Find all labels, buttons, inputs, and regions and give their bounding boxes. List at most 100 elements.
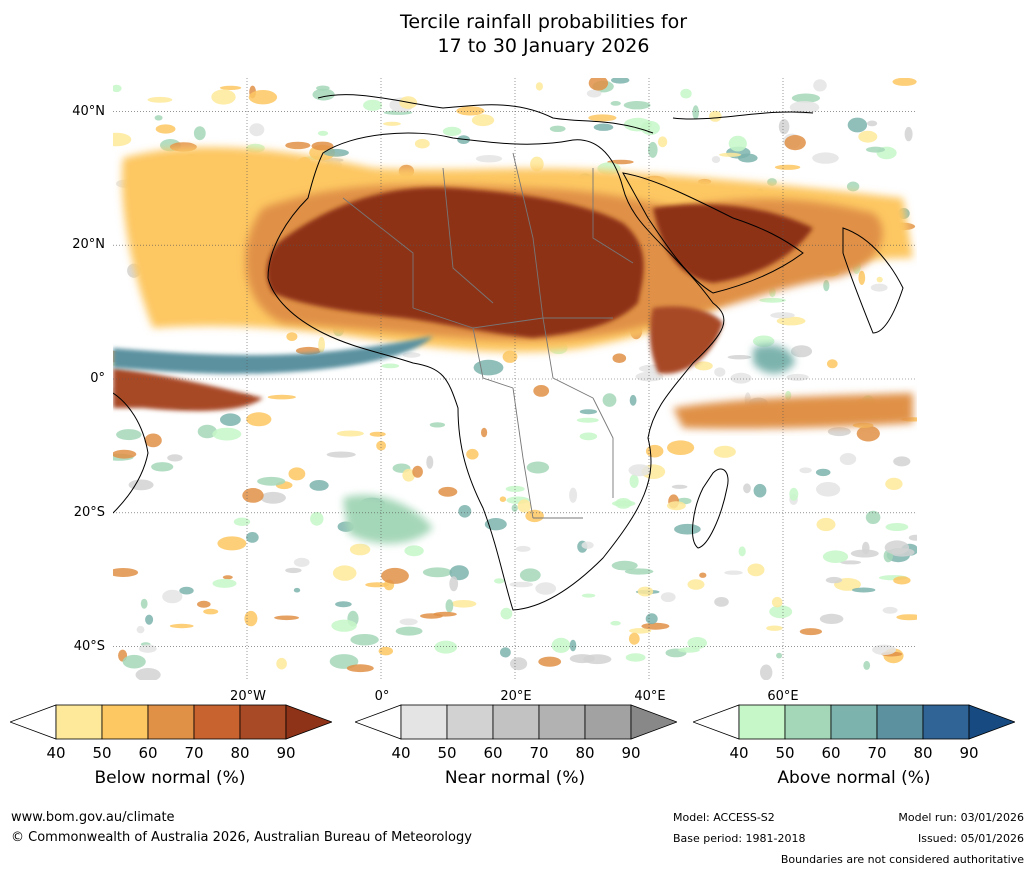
speckle-patch xyxy=(331,619,357,632)
speckle-patch xyxy=(839,453,857,465)
country-borders xyxy=(342,152,634,519)
speckle-patch xyxy=(774,164,801,170)
speckle-patch xyxy=(714,367,726,377)
speckle-patch xyxy=(769,605,793,619)
speckle-patch xyxy=(481,427,488,438)
speckle-patch xyxy=(260,491,286,504)
speckle-patch xyxy=(220,413,241,427)
speckle-patch xyxy=(145,614,154,625)
speckle-patch xyxy=(549,125,566,132)
speckle-patch xyxy=(113,84,122,93)
speckle-patch xyxy=(381,567,409,584)
speckle-patch xyxy=(293,587,301,593)
speckle-patch xyxy=(286,332,298,341)
speckle-patch xyxy=(870,283,888,292)
speckle-patch xyxy=(197,424,217,439)
speckle-patch xyxy=(692,105,699,120)
speckle-patch xyxy=(365,582,389,588)
colorbar-tick-label: 90 xyxy=(621,744,641,762)
speckle-patch xyxy=(318,336,325,353)
colorbar-segment xyxy=(239,704,287,740)
colorbar-low-arrow xyxy=(355,704,402,740)
speckle-patch xyxy=(660,592,676,602)
speckle-patch xyxy=(579,409,597,415)
colorbar-segment xyxy=(584,704,632,740)
speckle-patch xyxy=(856,425,880,442)
speckle-patch xyxy=(525,509,544,523)
speckle-patch xyxy=(612,353,627,364)
footer-website: www.bom.gov.au/climate xyxy=(11,810,175,825)
speckle-patch xyxy=(332,565,357,581)
colorbar-segment xyxy=(55,704,103,740)
speckle-patch xyxy=(727,355,752,360)
colorbar-tick-label: 60 xyxy=(138,744,158,762)
speckle-patch xyxy=(395,626,423,636)
speckle-patch xyxy=(671,484,688,489)
speckle-patch xyxy=(819,613,844,625)
speckle-patch xyxy=(771,596,783,608)
speckle-patch xyxy=(778,119,790,135)
speckle-patch xyxy=(687,579,705,590)
speckle-patch xyxy=(179,586,194,595)
speckle-patch xyxy=(635,371,664,382)
speckle-patch xyxy=(687,637,707,649)
speckle-patch xyxy=(128,479,154,491)
africa-coastline xyxy=(267,132,725,611)
colorbar-above-normal xyxy=(693,704,1015,740)
speckle-patch xyxy=(628,464,651,477)
speckle-patch xyxy=(862,541,870,555)
speckle-patch xyxy=(728,135,747,152)
speckle-patch xyxy=(866,146,885,153)
speckle-patch xyxy=(193,126,206,141)
speckle-patch xyxy=(399,618,418,626)
colorbar-tick-label: 50 xyxy=(437,744,457,762)
speckle-patch xyxy=(246,532,259,543)
lat-label-20s: 20°S xyxy=(73,505,105,520)
speckle-patch xyxy=(882,606,898,614)
speckle-patch xyxy=(151,462,174,472)
speckle-patch xyxy=(872,644,897,655)
speckle-patch xyxy=(510,657,528,671)
speckle-patch xyxy=(505,485,525,492)
speckle-patch xyxy=(667,440,695,456)
speckle-patch xyxy=(412,465,423,478)
speckle-patch xyxy=(445,599,454,613)
colorbar-segment xyxy=(101,704,149,740)
colorbar-tick-label: 50 xyxy=(92,744,112,762)
speckle-patch xyxy=(212,578,237,588)
speckle-patch xyxy=(709,110,722,122)
europe-coastline xyxy=(317,94,814,134)
speckle-patch xyxy=(908,534,917,541)
speckle-patch xyxy=(515,545,531,552)
speckle-patch xyxy=(500,607,513,620)
colorbar-segment xyxy=(830,704,878,740)
speckle-patch xyxy=(155,124,176,134)
speckle-patch xyxy=(429,422,446,428)
speckle-patch xyxy=(629,394,637,406)
speckle-patch xyxy=(815,468,831,477)
speckle-patch xyxy=(336,430,364,437)
speckle-patch xyxy=(867,120,878,127)
speckle-patch xyxy=(242,488,264,503)
probability-map xyxy=(113,78,917,680)
footer-issued: Issued: 05/01/2026 xyxy=(917,832,1024,845)
speckle-patch xyxy=(456,106,485,116)
speckle-patch xyxy=(624,568,654,575)
speckle-patch xyxy=(699,572,707,578)
speckle-patch xyxy=(535,82,543,91)
colorbar-segment xyxy=(538,704,586,740)
colorbar-tick-label: 60 xyxy=(483,744,503,762)
speckle-patch xyxy=(588,78,609,91)
colorbar-segment xyxy=(738,704,786,740)
speckle-patch xyxy=(904,126,913,142)
colorbar-tick-label: 70 xyxy=(867,744,887,762)
speckle-patch xyxy=(378,646,393,656)
arabia-coastline xyxy=(622,172,804,294)
speckle-patch xyxy=(197,600,211,608)
speckle-patch xyxy=(667,501,686,511)
speckle-patch xyxy=(896,614,917,621)
speckle-patch xyxy=(865,510,881,524)
speckle-patch xyxy=(217,536,247,551)
speckle-patch xyxy=(502,350,518,363)
speckle-patch xyxy=(233,517,251,526)
